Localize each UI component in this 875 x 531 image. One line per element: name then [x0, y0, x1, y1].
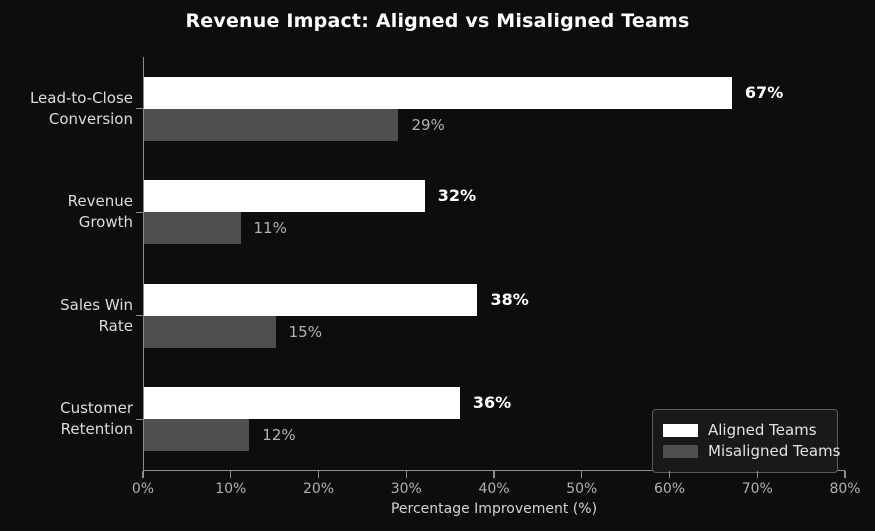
legend-entry-misaligned: Misaligned Teams: [663, 442, 840, 460]
x-tick-label-8: 80%: [829, 481, 861, 497]
category-label-2: Sales Win Rate: [60, 295, 133, 335]
value-label-misaligned-1: 11%: [253, 219, 287, 238]
x-tick-label-5: 50%: [566, 481, 598, 497]
bar-aligned-2: [144, 283, 478, 316]
x-tick-4: [493, 471, 495, 478]
value-label-aligned-0: 67%: [744, 82, 784, 102]
x-tick-3: [405, 471, 407, 478]
x-tick-8: [844, 471, 846, 478]
aligned-swatch-icon: [663, 423, 698, 437]
x-tick-1: [230, 471, 232, 478]
value-label-aligned-3: 36%: [472, 393, 512, 413]
category-label-0: Lead-to-Close Conversion: [29, 88, 133, 128]
y-tick-2: [136, 315, 143, 317]
legend-entry-aligned: Aligned Teams: [663, 421, 827, 439]
x-tick-label-2: 20%: [302, 481, 335, 497]
value-label-misaligned-3: 12%: [262, 426, 296, 445]
chart-title: Revenue Impact: Aligned vs Misaligned Te…: [185, 10, 690, 32]
y-tick-0: [136, 108, 143, 110]
value-label-aligned-2: 38%: [490, 289, 529, 309]
x-tick-label-7: 70%: [741, 481, 773, 497]
bar-aligned-0: [144, 76, 732, 109]
x-tick-label-3: 30%: [390, 481, 422, 497]
x-tick-7: [756, 471, 758, 478]
legend-label-aligned: Aligned Teams: [708, 421, 817, 439]
x-tick-2: [317, 471, 320, 478]
category-label-3: Customer Retention: [60, 399, 133, 439]
value-label-aligned-1: 32%: [437, 186, 477, 206]
x-tick-5: [581, 471, 583, 478]
misaligned-swatch-icon: [663, 444, 698, 458]
y-tick-3: [136, 418, 143, 420]
bar-misaligned-3: [144, 419, 250, 452]
bar-misaligned-2: [144, 315, 276, 348]
x-tick-label-0: 0%: [131, 481, 155, 497]
x-tick-0: [142, 471, 144, 478]
value-label-misaligned-0: 29%: [411, 115, 445, 134]
x-tick-label-6: 60%: [653, 481, 686, 497]
legend: Aligned Teams Misaligned Teams: [652, 409, 840, 473]
y-tick-1: [136, 211, 143, 213]
plot-area: 67% 29% 32% 11% 38% 15% 36% 12%: [143, 57, 845, 471]
bar-aligned-3: [144, 387, 460, 420]
x-tick-6: [668, 471, 671, 478]
bar-misaligned-0: [144, 108, 399, 141]
x-tick-label-1: 10%: [215, 481, 247, 497]
x-axis-label: Percentage Improvement (%): [390, 501, 598, 517]
category-label-1: Revenue Growth: [67, 192, 133, 232]
bar-aligned-1: [144, 180, 425, 213]
x-tick-label-4: 40%: [478, 481, 510, 497]
bar-misaligned-1: [144, 212, 241, 245]
legend-label-misaligned: Misaligned Teams: [708, 442, 841, 460]
value-label-misaligned-2: 15%: [288, 322, 322, 341]
